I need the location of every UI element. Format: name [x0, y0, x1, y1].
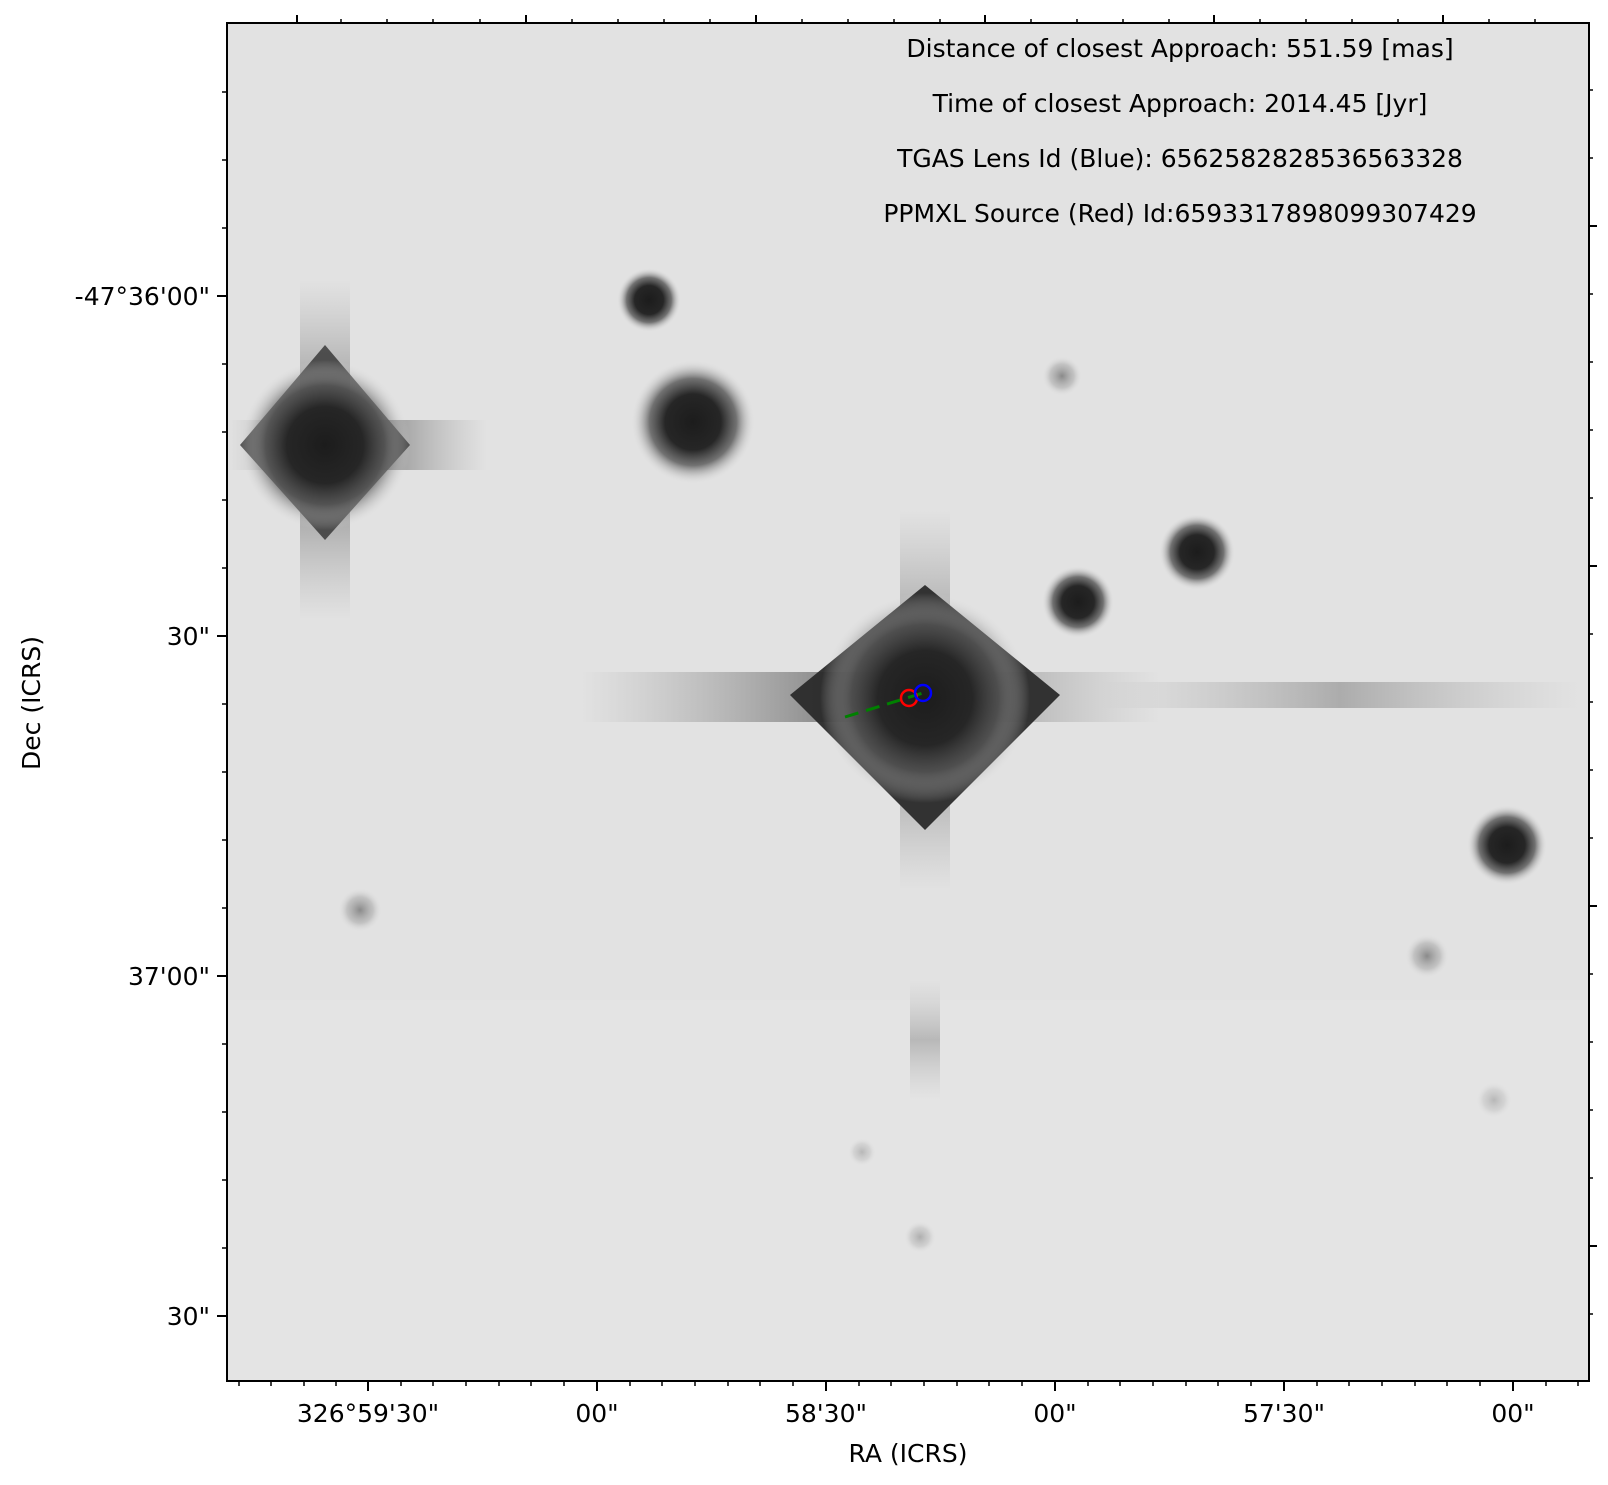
- star-faint-1: [1042, 356, 1082, 396]
- sky-image: [227, 23, 1589, 1381]
- star-faint-4: [904, 1221, 936, 1253]
- x-tick-label: 57'30": [1243, 1399, 1325, 1428]
- x-axis-label: RA (ICRS): [849, 1439, 968, 1468]
- x-tick-label: 00": [1491, 1399, 1534, 1428]
- x-tick-label: 00": [1033, 1399, 1076, 1428]
- approach-track: [844, 691, 924, 719]
- star-bright-center: [580, 510, 1580, 1100]
- star-right-mid: [1042, 566, 1114, 638]
- star-bright-left: [227, 280, 487, 620]
- lens-marker-blue: [913, 683, 933, 703]
- star-faint-6: [848, 1138, 876, 1166]
- annotation-closest-time: Time of closest Approach: 2014.45 [Jyr]: [932, 89, 1428, 118]
- star-faint-5: [1476, 1082, 1512, 1118]
- y-tick-label: 30": [167, 622, 210, 651]
- y-tick-label: -47°36'00": [75, 282, 210, 311]
- star-upper-middle: [631, 360, 755, 484]
- x-tick-label: 326°59'30": [297, 1399, 439, 1428]
- star-faint-2: [338, 888, 382, 932]
- x-tick-label: 58'30": [785, 1399, 867, 1428]
- minor-tick-marks: [222, 19, 1593, 1386]
- annotation-closest-distance: Distance of closest Approach: 551.59 [ma…: [906, 34, 1453, 63]
- annotation-lens-id: TGAS Lens Id (Blue): 6562582828536563328: [896, 144, 1463, 173]
- annotation-source-id: PPMXL Source (Red) Id:659331789809930742…: [883, 199, 1476, 228]
- y-tick-label: 30": [167, 1302, 210, 1331]
- tick-marks: [217, 15, 1597, 1391]
- x-tick-label: 00": [575, 1399, 618, 1428]
- star-far-right: [1467, 805, 1547, 885]
- y-tick-label: 37'00": [128, 962, 210, 991]
- star-right-upper: [1159, 514, 1235, 590]
- star-small-top: [617, 268, 681, 332]
- y-axis-label: Dec (ICRS): [17, 636, 46, 770]
- star-faint-3: [1405, 934, 1449, 978]
